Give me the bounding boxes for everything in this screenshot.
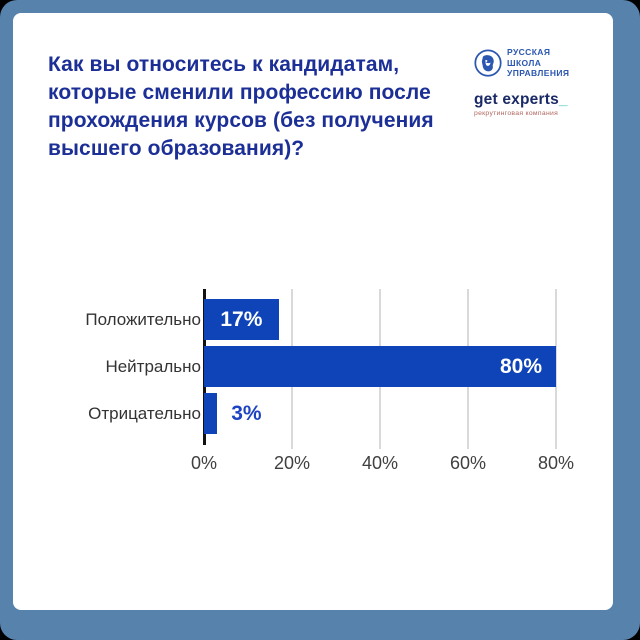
rsu-logo: РУССКАЯ ШКОЛА УПРАВЛЕНИЯ <box>474 47 594 79</box>
rsu-logo-line2: ШКОЛА <box>507 57 542 68</box>
get-experts-wordmark: get experts <box>474 90 559 108</box>
bar <box>204 346 556 387</box>
get-experts-logo: get experts_ рекрутинговая компания <box>474 91 594 117</box>
bar-row: Нейтрально 80% <box>13 346 613 387</box>
x-tick-label: 40% <box>361 453 399 473</box>
bar-chart: 0% 20% 40% 60% 80% Положительно 17% Нейтрально 8… <box>13 13 613 610</box>
gridline <box>555 289 557 449</box>
bar-row: Положительно 17% <box>13 299 613 340</box>
chart-question-title: Как вы относитесь к кандидатам, которые … <box>48 53 434 161</box>
x-tick-label: 20% <box>273 453 311 473</box>
x-tick-label: 80% <box>537 453 575 473</box>
x-tick-label: 60% <box>449 453 487 473</box>
get-experts-underscore-mark: _ <box>558 90 568 108</box>
category-label: Отрицательно <box>88 403 201 423</box>
value-label: 3% <box>231 401 262 425</box>
rsu-logo-line3: УПРАВЛЕНИЯ <box>507 68 570 79</box>
logos-block: РУССКАЯ ШКОЛА УПРАВЛЕНИЯ get experts_ ре… <box>474 47 594 117</box>
get-experts-tagline: рекрутинговая компания <box>474 109 559 117</box>
value-label: 17% <box>220 307 263 331</box>
bar <box>204 393 218 434</box>
rsu-logo-line1: РУССКАЯ <box>507 47 551 57</box>
category-label: Нейтрально <box>105 356 201 376</box>
content-card: Как вы относитесь к кандидатам, которые … <box>13 13 613 610</box>
x-tick-label: 0% <box>190 453 218 473</box>
rsu-face-icon <box>474 49 502 77</box>
bar-row: Отрицательно 3% <box>13 393 613 434</box>
bar <box>204 299 279 340</box>
rsu-logo-text: РУССКАЯ ШКОЛА УПРАВЛЕНИЯ <box>507 47 569 79</box>
category-label: Положительно <box>85 309 201 329</box>
value-label: 80% <box>499 354 542 378</box>
